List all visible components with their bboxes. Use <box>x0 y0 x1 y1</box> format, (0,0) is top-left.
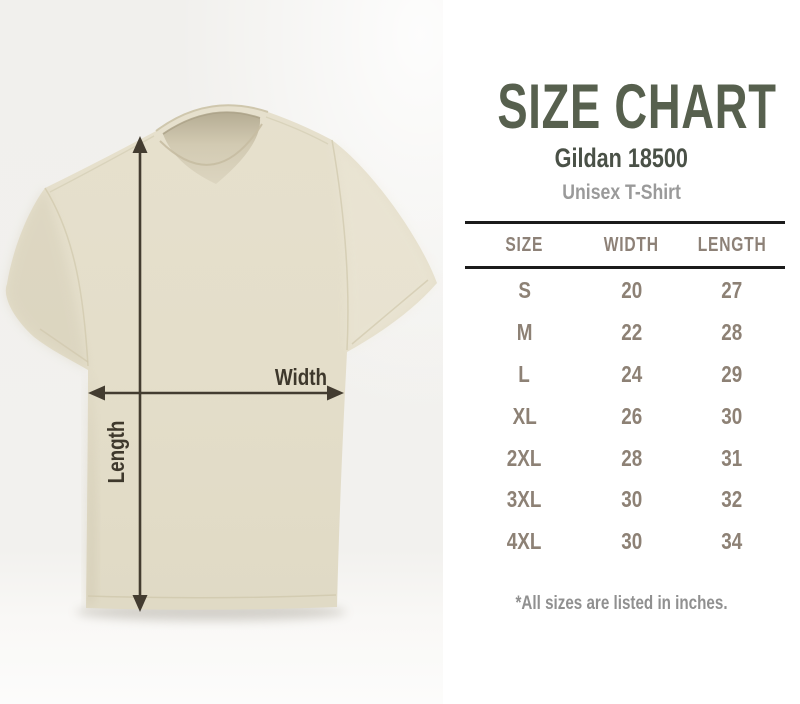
tshirt-body <box>5 105 437 610</box>
table-row: 4XL 30 34 <box>465 521 785 563</box>
width-cell: 26 <box>620 402 642 429</box>
product-type: Unisex T-Shirt <box>562 181 681 204</box>
length-cell: 28 <box>721 319 743 346</box>
armhole-seam-right <box>331 139 349 351</box>
collar-opening <box>163 112 261 184</box>
width-cell: 28 <box>620 444 642 471</box>
length-cell: 30 <box>721 402 743 429</box>
size-cell: 4XL <box>506 528 542 555</box>
size-chart-panel: SIZE CHART Gildan 18500 Unisex T-Shirt S… <box>443 0 800 704</box>
table-row: XL 26 30 <box>465 395 785 437</box>
armhole-seam-left <box>44 187 89 367</box>
length-cell: 34 <box>721 528 743 555</box>
column-header-length: LENGTH <box>697 233 767 256</box>
width-cell: 22 <box>620 319 642 346</box>
shoulder-seam-right <box>265 116 329 145</box>
width-cell: 30 <box>620 528 642 555</box>
sleeve-shade-right <box>332 140 437 352</box>
table-row: L 24 29 <box>465 354 785 396</box>
width-cell: 20 <box>620 277 642 304</box>
table-row: S 20 27 <box>465 270 785 312</box>
column-header-size: SIZE <box>505 233 544 256</box>
body-shade-left <box>86 370 96 608</box>
size-cell: M <box>516 319 533 346</box>
hem-seam <box>87 594 337 599</box>
length-cell: 27 <box>721 277 743 304</box>
collar-inner-seam <box>162 111 261 135</box>
collar-front-seam <box>159 123 263 166</box>
collar-outer-seam <box>155 104 269 132</box>
cuff-seam-right <box>351 279 429 345</box>
length-cell: 32 <box>721 486 743 513</box>
size-cell: 3XL <box>506 486 542 513</box>
length-label: Length <box>104 421 129 484</box>
units-note: *All sizes are listed in inches. <box>515 593 728 614</box>
size-cell: L <box>518 360 530 387</box>
table-rule-header <box>465 266 785 269</box>
size-cell: S <box>517 277 531 304</box>
length-arrow <box>132 136 148 612</box>
page-title: SIZE CHART <box>497 72 777 142</box>
sleeve-shade-left <box>5 188 88 370</box>
size-cell: XL <box>512 402 537 429</box>
length-cell: 31 <box>721 444 743 471</box>
width-cell: 24 <box>620 360 642 387</box>
size-cell: 2XL <box>506 444 542 471</box>
product-name: Gildan 18500 <box>554 143 689 173</box>
table-row: 3XL 30 32 <box>465 479 785 521</box>
width-label: Width <box>275 365 327 390</box>
table-header-row: SIZE WIDTH LENGTH <box>465 224 785 266</box>
cuff-seam-left <box>39 328 89 363</box>
table-rule-top <box>465 221 785 224</box>
width-cell: 30 <box>620 486 642 513</box>
width-arrow <box>88 385 344 401</box>
size-table-body: S 20 27 M 22 28 L 24 29 XL 26 30 2XL 28 <box>465 270 785 563</box>
column-header-width: WIDTH <box>603 233 659 256</box>
length-cell: 29 <box>721 360 743 387</box>
table-row: M 22 28 <box>465 312 785 354</box>
table-row: 2XL 28 31 <box>465 437 785 479</box>
tshirt-photo: Width Length <box>0 0 443 704</box>
